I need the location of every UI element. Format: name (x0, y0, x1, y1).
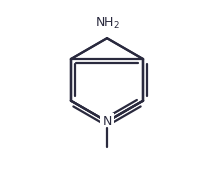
Text: NH$_2$: NH$_2$ (95, 16, 119, 31)
Text: N: N (102, 115, 112, 128)
